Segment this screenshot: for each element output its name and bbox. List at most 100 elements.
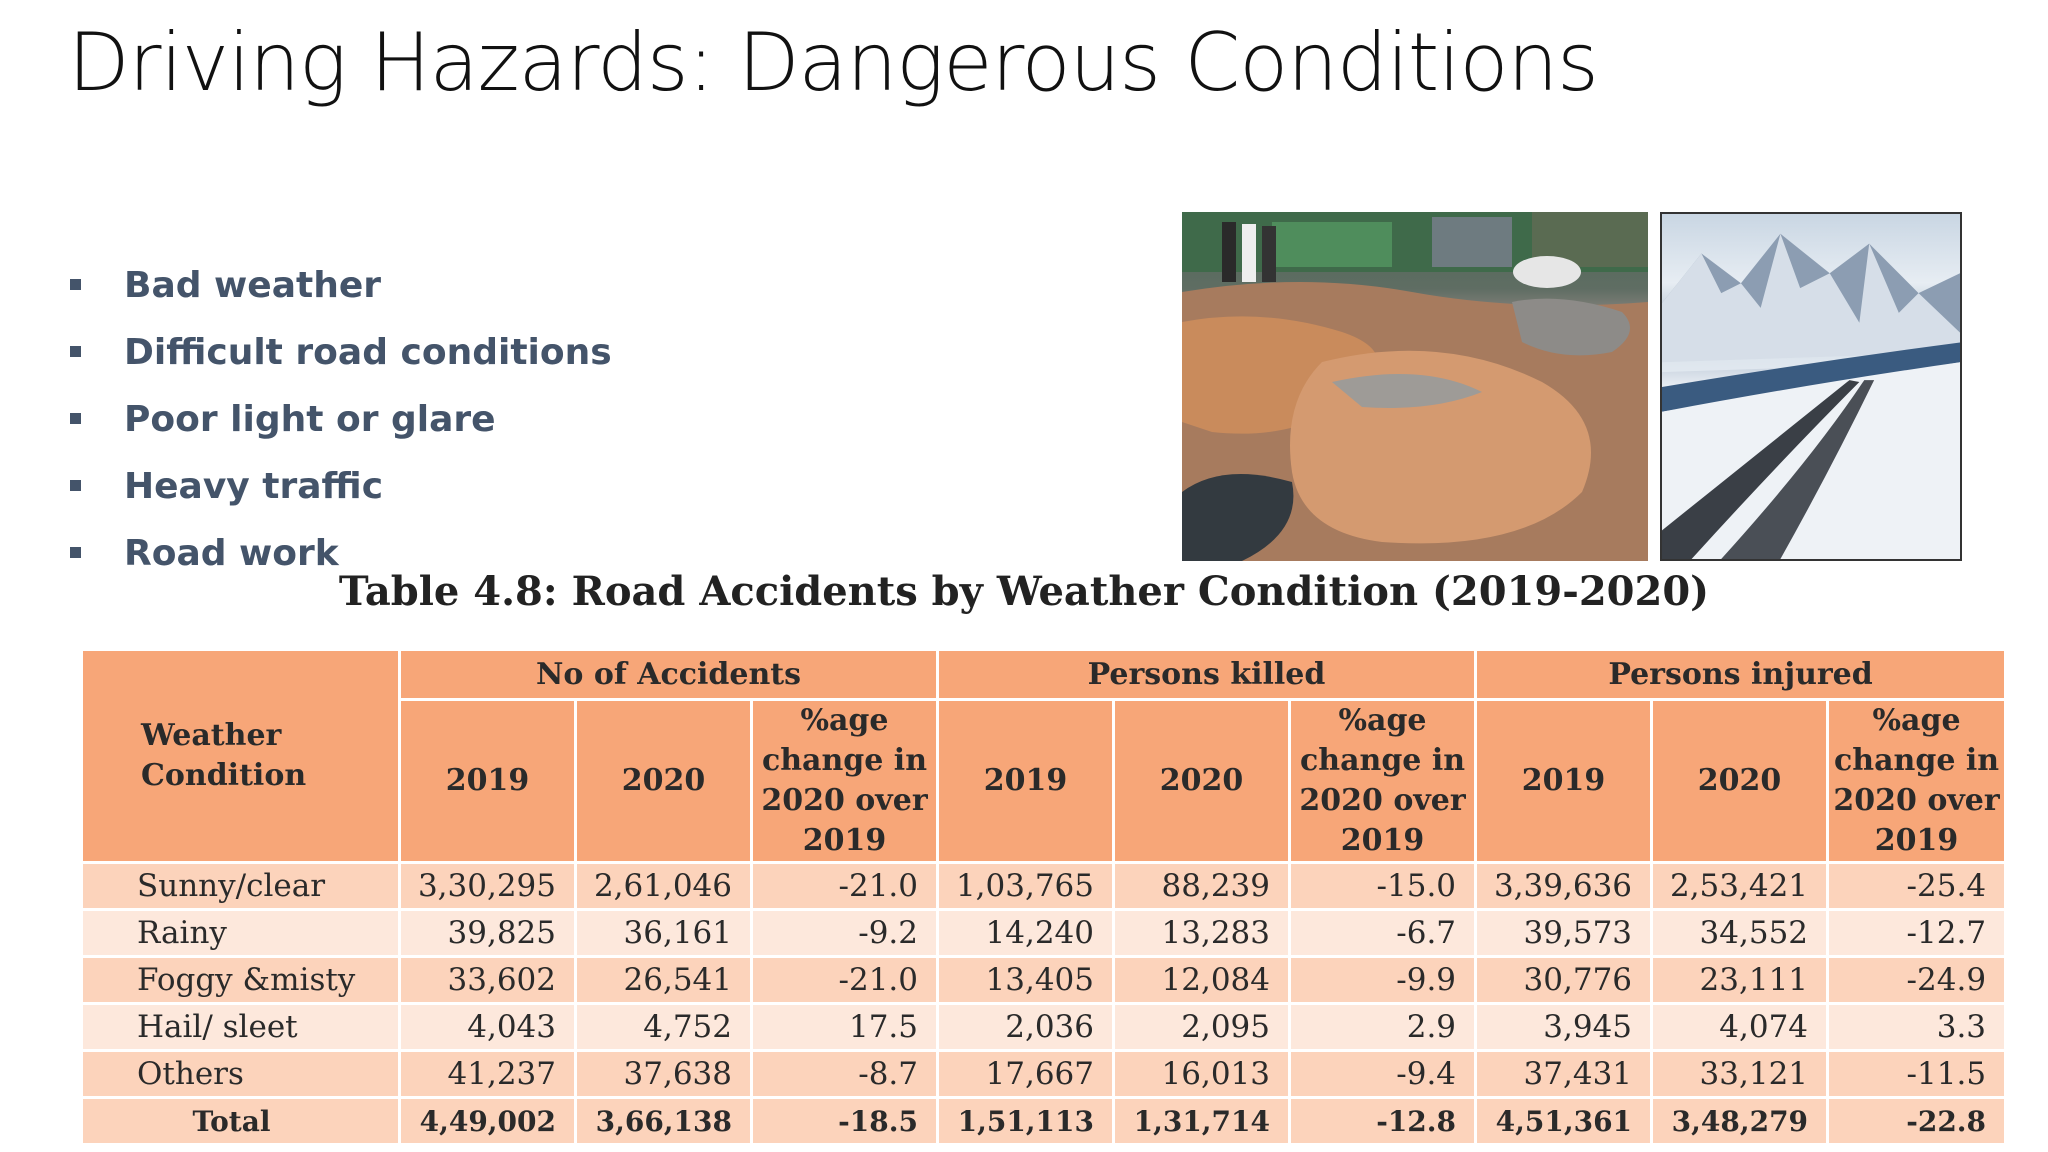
value-cell: 14,240	[936, 908, 1115, 958]
weather-condition-cell: Others	[80, 1049, 401, 1099]
value-cell: 41,237	[398, 1049, 577, 1099]
bullet-text: Poor light or glare	[124, 399, 496, 440]
value-cell: 37,638	[574, 1049, 753, 1099]
weather-condition-cell: Total	[80, 1096, 401, 1146]
slide-title: Driving Hazards: Dangerous Conditions	[68, 16, 1599, 109]
weather-condition-cell: Rainy	[80, 908, 401, 958]
value-cell: -12.7	[1826, 908, 2008, 958]
value-cell: 3.3	[1826, 1002, 2008, 1052]
value-cell: 39,573	[1474, 908, 1654, 958]
bullet-item: Difficult road conditions	[66, 319, 612, 386]
value-cell: -15.0	[1287, 861, 1478, 911]
value-cell: -9.2	[750, 908, 939, 958]
weather-condition-header: Weather Condition	[80, 648, 401, 864]
value-cell: 2.9	[1287, 1002, 1478, 1052]
column-header: 2019	[1474, 698, 1654, 864]
value-cell: -21.0	[750, 861, 939, 911]
bullet-text: Difficult road conditions	[124, 332, 612, 373]
value-cell: 3,48,279	[1650, 1096, 1830, 1146]
value-cell: 16,013	[1112, 1049, 1291, 1099]
column-header: %age change in 2020 over 2019	[1287, 698, 1478, 864]
table-row: Foggy &misty 33,602 26,541 -21.0 13,405 12,08…	[80, 955, 2008, 1005]
group-header-injured: Persons injured	[1474, 648, 2008, 701]
value-cell: 17,667	[936, 1049, 1115, 1099]
value-cell: 88,239	[1112, 861, 1291, 911]
value-cell: -12.8	[1287, 1096, 1478, 1146]
weather-condition-cell: Foggy &misty	[80, 955, 401, 1005]
value-cell: -6.7	[1287, 908, 1478, 958]
value-cell: -9.4	[1287, 1049, 1478, 1099]
square-bullet-icon	[70, 480, 81, 491]
value-cell: 17.5	[750, 1002, 939, 1052]
value-cell: 33,602	[398, 955, 577, 1005]
weather-condition-cell: Sunny/clear	[80, 861, 401, 911]
weather-accidents-table: Weather Condition No of Accidents Person…	[80, 648, 2008, 1146]
column-header: 2020	[574, 698, 753, 864]
value-cell: 4,51,361	[1474, 1096, 1654, 1146]
column-header: %age change in 2020 over 2019	[750, 698, 939, 864]
pothole-flooded-road-photo	[1182, 212, 1648, 561]
value-cell: 2,095	[1112, 1002, 1291, 1052]
value-cell: 4,49,002	[398, 1096, 577, 1146]
value-cell: 2,53,421	[1650, 861, 1830, 911]
value-cell: 2,036	[936, 1002, 1115, 1052]
table-row: Hail/ sleet 4,043 4,752 17.5 2,036 2,095 2.9 3,…	[80, 1002, 2008, 1052]
value-cell: -22.8	[1826, 1096, 2008, 1146]
value-cell: -18.5	[750, 1096, 939, 1146]
bullet-text: Road work	[124, 533, 339, 574]
snowy-mountain-road-photo	[1660, 212, 1962, 561]
group-header-killed: Persons killed	[935, 648, 1478, 701]
value-cell: 36,161	[574, 908, 753, 958]
value-cell: -21.0	[750, 955, 939, 1005]
value-cell: 4,074	[1650, 1002, 1830, 1052]
value-cell: 1,51,113	[936, 1096, 1115, 1146]
value-cell: -11.5	[1826, 1049, 2008, 1099]
column-header: 2020	[1650, 698, 1830, 864]
table-caption: Table 4.8: Road Accidents by Weather Con…	[338, 568, 1710, 615]
value-cell: 3,945	[1474, 1002, 1654, 1052]
value-cell: 34,552	[1650, 908, 1830, 958]
value-cell: 4,043	[398, 1002, 577, 1052]
value-cell: -8.7	[750, 1049, 939, 1099]
column-header: 2019	[398, 698, 577, 864]
bullet-item: Heavy traffic	[66, 453, 612, 520]
value-cell: 13,405	[936, 955, 1115, 1005]
column-header: 2020	[1112, 698, 1291, 864]
column-header: %age change in 2020 over 2019	[1826, 698, 2008, 864]
table-row: Rainy 39,825 36,161 -9.2 14,240 13,283 -6.7 39,…	[80, 908, 2008, 958]
bullet-text: Bad weather	[124, 265, 382, 306]
value-cell: 1,31,714	[1112, 1096, 1291, 1146]
value-cell: 30,776	[1474, 955, 1654, 1005]
square-bullet-icon	[70, 346, 81, 357]
value-cell: 1,03,765	[936, 861, 1115, 911]
value-cell: 26,541	[574, 955, 753, 1005]
value-cell: -25.4	[1826, 861, 2008, 911]
square-bullet-icon	[70, 279, 81, 290]
value-cell: -9.9	[1287, 955, 1478, 1005]
value-cell: 4,752	[574, 1002, 753, 1052]
table-row: Others 41,237 37,638 -8.7 17,667 16,013 -9.4 37…	[80, 1049, 2008, 1099]
value-cell: 39,825	[398, 908, 577, 958]
value-cell: 33,121	[1650, 1049, 1830, 1099]
value-cell: 2,61,046	[574, 861, 753, 911]
bullet-item: Bad weather	[66, 252, 612, 319]
table-total-row: Total 4,49,002 3,66,138 -18.5 1,51,113 1,31,7…	[80, 1096, 2008, 1146]
group-header-accidents: No of Accidents	[398, 648, 939, 701]
bullet-item: Poor light or glare	[66, 386, 612, 453]
value-cell: 23,111	[1650, 955, 1830, 1005]
value-cell: 3,39,636	[1474, 861, 1654, 911]
column-header: 2019	[936, 698, 1115, 864]
bullet-text: Heavy traffic	[124, 466, 384, 507]
value-cell: 3,30,295	[398, 861, 577, 911]
hazard-bullet-list: Bad weather Difficult road conditions Po…	[66, 252, 612, 587]
value-cell: -24.9	[1826, 955, 2008, 1005]
value-cell: 37,431	[1474, 1049, 1654, 1099]
square-bullet-icon	[70, 547, 81, 558]
bullet-item: Road work	[66, 520, 612, 587]
square-bullet-icon	[70, 413, 81, 424]
value-cell: 3,66,138	[574, 1096, 753, 1146]
value-cell: 12,084	[1112, 955, 1291, 1005]
value-cell: 13,283	[1112, 908, 1291, 958]
table-row: Sunny/clear 3,30,295 2,61,046 -21.0 1,03,765…	[80, 861, 2008, 911]
weather-condition-cell: Hail/ sleet	[80, 1002, 401, 1052]
